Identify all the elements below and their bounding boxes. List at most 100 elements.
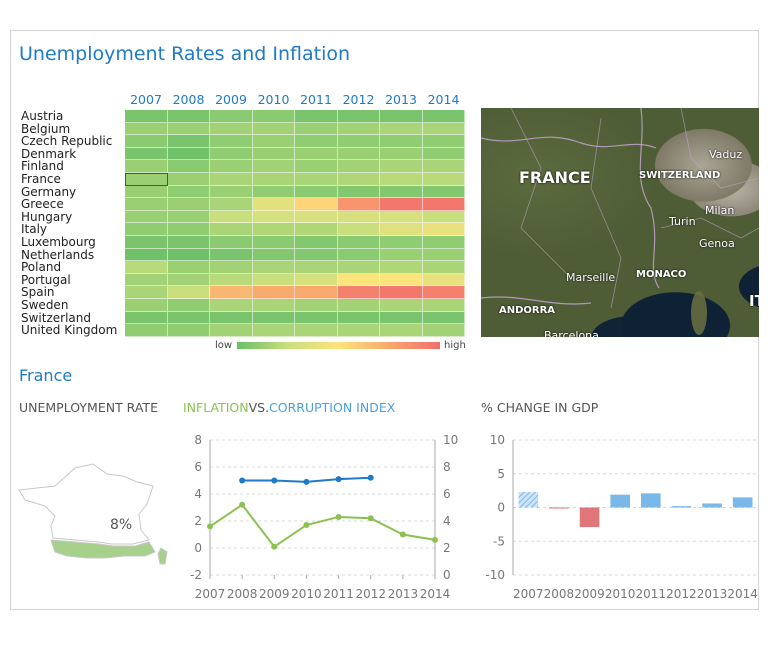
country-label-luxembourg[interactable]: Luxembourg — [21, 235, 96, 249]
heatmap-cell-poland-2011[interactable] — [295, 261, 338, 274]
heatmap-cell-spain-2007[interactable] — [125, 286, 168, 299]
heatmap-cell-luxembourg-2010[interactable] — [252, 236, 295, 249]
heatmap-cell-austria-2010[interactable] — [252, 110, 295, 123]
heatmap-cell-hungary-2008[interactable] — [167, 210, 210, 224]
heatmap-cell-czech-republic-2010[interactable] — [252, 135, 295, 148]
country-label-spain[interactable]: Spain — [21, 285, 55, 300]
heatmap-cell-hungary-2009[interactable] — [210, 210, 253, 224]
heatmap-cell-austria-2013[interactable] — [380, 110, 423, 123]
heatmap-cell-austria-2009[interactable] — [210, 110, 253, 123]
country-label-belgium[interactable]: Belgium — [21, 121, 71, 136]
heatmap-cell-portugal-2011[interactable] — [295, 273, 338, 287]
heatmap-cell-greece-2011[interactable] — [295, 198, 338, 211]
heatmap-cell-germany-2011[interactable] — [295, 185, 338, 199]
year-header-2007[interactable]: 2007 — [130, 92, 162, 107]
heatmap-cell-greece-2013[interactable] — [380, 198, 423, 211]
heatmap-cell-denmark-2008[interactable] — [167, 147, 210, 161]
heatmap-cell-portugal-2012[interactable] — [337, 273, 380, 287]
heatmap-cell-belgium-2009[interactable] — [210, 122, 253, 136]
heatmap-cell-netherlands-2007[interactable] — [125, 248, 168, 262]
heatmap-cell-netherlands-2013[interactable] — [380, 248, 423, 262]
year-header-2009[interactable]: 2009 — [215, 92, 247, 107]
heatmap-cell-denmark-2009[interactable] — [210, 147, 253, 161]
heatmap-cell-switzerland-2009[interactable] — [210, 311, 253, 325]
heatmap-cell-czech-republic-2007[interactable] — [125, 135, 168, 148]
heatmap-cell-united-kingdom-2008[interactable] — [167, 324, 210, 337]
heatmap-cell-united-kingdom-2014[interactable] — [422, 324, 465, 337]
heatmap-cell-finland-2012[interactable] — [337, 160, 380, 173]
heatmap-cell-spain-2008[interactable] — [167, 286, 210, 299]
country-label-finland[interactable]: Finland — [21, 159, 64, 174]
heatmap-cell-luxembourg-2011[interactable] — [295, 236, 338, 249]
heatmap-cell-finland-2010[interactable] — [252, 160, 295, 173]
heatmap-cell-poland-2009[interactable] — [210, 261, 253, 274]
heatmap-cell-luxembourg-2008[interactable] — [167, 236, 210, 249]
heatmap-cell-netherlands-2009[interactable] — [210, 248, 253, 262]
heatmap-cell-switzerland-2008[interactable] — [167, 311, 210, 325]
heatmap-cell-portugal-2010[interactable] — [252, 273, 295, 287]
heatmap-cell-italy-2011[interactable] — [295, 223, 338, 236]
heatmap-cell-denmark-2011[interactable] — [295, 147, 338, 161]
country-label-greece[interactable]: Greece — [21, 197, 64, 212]
heatmap-cell-luxembourg-2009[interactable] — [210, 236, 253, 249]
heatmap-cell-czech-republic-2011[interactable] — [295, 135, 338, 148]
heatmap-cell-germany-2010[interactable] — [252, 185, 295, 199]
heatmap-cell-hungary-2014[interactable] — [422, 210, 465, 224]
heatmap-cell-portugal-2009[interactable] — [210, 273, 253, 287]
heatmap-cell-germany-2007[interactable] — [125, 185, 168, 199]
heatmap-cell-switzerland-2011[interactable] — [295, 311, 338, 325]
heatmap-cell-belgium-2010[interactable] — [252, 122, 295, 136]
heatmap-cell-hungary-2012[interactable] — [337, 210, 380, 224]
country-label-netherlands[interactable]: Netherlands — [21, 247, 95, 262]
heatmap-cell-austria-2008[interactable] — [167, 110, 210, 123]
heatmap-cell-belgium-2014[interactable] — [422, 122, 465, 136]
heatmap-cell-switzerland-2014[interactable] — [422, 311, 465, 325]
year-header-2014[interactable]: 2014 — [427, 92, 460, 107]
heatmap-cell-sweden-2008[interactable] — [167, 299, 210, 312]
heatmap-cell-italy-2012[interactable] — [337, 223, 380, 236]
heatmap-cell-greece-2008[interactable] — [167, 198, 210, 211]
heatmap-cell-austria-2011[interactable] — [295, 110, 338, 123]
heatmap-cell-czech-republic-2008[interactable] — [167, 135, 210, 148]
heatmap-cell-greece-2009[interactable] — [210, 198, 253, 211]
heatmap-cell-belgium-2008[interactable] — [167, 122, 210, 136]
country-label-portugal[interactable]: Portugal — [21, 272, 71, 287]
country-label-sweden[interactable]: Sweden — [21, 298, 69, 312]
heatmap-cell-denmark-2013[interactable] — [380, 147, 423, 161]
heatmap-cell-switzerland-2012[interactable] — [337, 311, 380, 325]
heatmap-cell-italy-2008[interactable] — [167, 223, 210, 236]
heatmap-cell-spain-2013[interactable] — [380, 286, 423, 299]
heatmap-cell-austria-2014[interactable] — [422, 110, 465, 123]
heatmap-cell-netherlands-2010[interactable] — [252, 248, 295, 262]
heatmap-cell-belgium-2007[interactable] — [125, 122, 168, 136]
heatmap-cell-germany-2014[interactable] — [422, 185, 465, 199]
heatmap-cell-austria-2012[interactable] — [337, 110, 380, 123]
year-header-2013[interactable]: 2013 — [385, 92, 417, 107]
country-label-poland[interactable]: Poland — [21, 260, 62, 275]
heatmap-cell-france-2007[interactable] — [125, 173, 168, 186]
heatmap-cell-spain-2011[interactable] — [295, 286, 338, 299]
heatmap-cell-finland-2011[interactable] — [295, 160, 338, 173]
country-label-germany[interactable]: Germany — [21, 184, 77, 199]
heatmap-cell-portugal-2014[interactable] — [422, 273, 465, 287]
heatmap-cell-spain-2010[interactable] — [252, 286, 295, 299]
heatmap-cell-poland-2013[interactable] — [380, 261, 423, 274]
heatmap-cell-hungary-2007[interactable] — [125, 210, 168, 224]
heatmap-cell-france-2010[interactable] — [252, 173, 295, 186]
heatmap-cell-poland-2007[interactable] — [125, 261, 168, 274]
heatmap-cell-czech-republic-2014[interactable] — [422, 135, 465, 148]
heatmap-cell-luxembourg-2014[interactable] — [422, 236, 465, 249]
heatmap-cell-france-2013[interactable] — [380, 173, 423, 186]
heatmap-cell-czech-republic-2009[interactable] — [210, 135, 253, 148]
country-label-hungary[interactable]: Hungary — [21, 209, 73, 224]
heatmap-cell-portugal-2007[interactable] — [125, 273, 168, 287]
year-header-2011[interactable]: 2011 — [300, 92, 332, 107]
heatmap-cell-poland-2012[interactable] — [337, 261, 380, 274]
heatmap-cell-italy-2010[interactable] — [252, 223, 295, 236]
heatmap-cell-germany-2008[interactable] — [167, 185, 210, 199]
heatmap-cell-denmark-2007[interactable] — [125, 147, 168, 161]
country-label-denmark[interactable]: Denmark — [21, 146, 77, 161]
heatmap-cell-united-kingdom-2009[interactable] — [210, 324, 253, 337]
heatmap-cell-switzerland-2013[interactable] — [380, 311, 423, 325]
